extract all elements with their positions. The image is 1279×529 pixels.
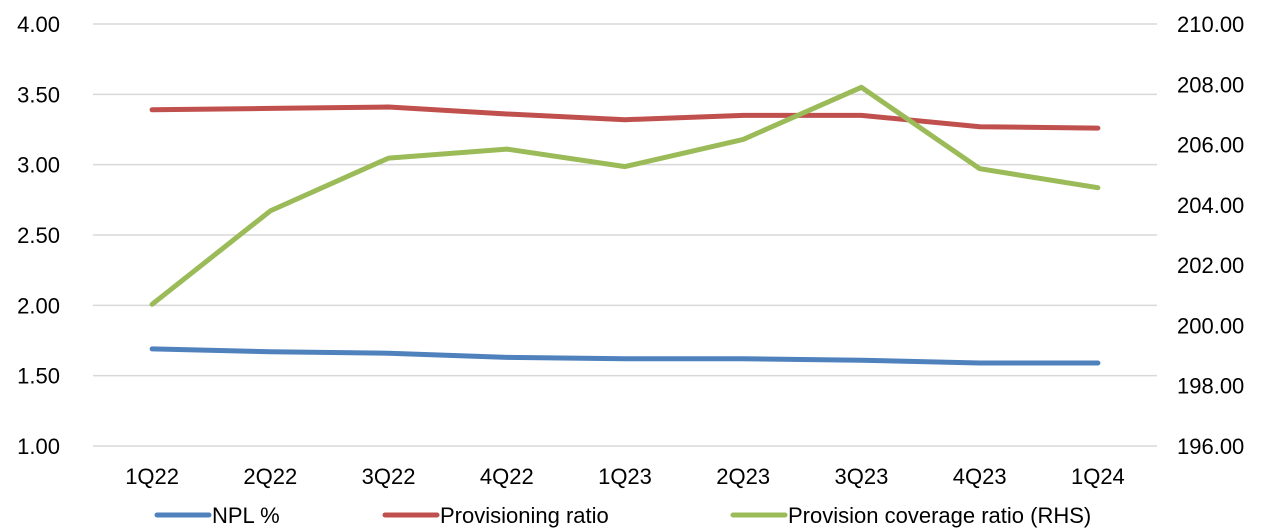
series-line-npl	[149, 346, 1101, 366]
right-tick-label: 202.00	[1177, 253, 1244, 278]
right-tick-label: 206.00	[1177, 133, 1244, 158]
x-tick-label: 1Q24	[1071, 464, 1125, 489]
legend-label-npl: NPL %	[212, 503, 280, 528]
legend-label-provisioning-ratio: Provisioning ratio	[440, 503, 609, 528]
x-tick-label: 3Q23	[835, 464, 889, 489]
right-tick-label: 198.00	[1177, 374, 1244, 399]
x-axis: 1Q22 2Q22 3Q22 4Q22 1Q23 2Q23 3Q23 4Q23 1Q24	[125, 464, 1125, 489]
right-axis: 210.00 208.00 206.00 204.00 202.00 200.00 198.…	[1177, 12, 1244, 459]
left-tick-label: 4.00	[17, 12, 60, 37]
left-tick-label: 2.50	[17, 223, 60, 248]
series-line-provisioning-ratio	[149, 104, 1101, 131]
series-line-provision-coverage-ratio-rhs	[149, 84, 1101, 307]
right-tick-label: 200.00	[1177, 313, 1244, 338]
left-tick-label: 3.00	[17, 153, 60, 178]
left-axis: 4.00 3.50 3.00 2.50 2.00 1.50 1.00	[17, 12, 60, 459]
legend-label-provision-coverage-ratio-rhs: Provision coverage ratio (RHS)	[788, 503, 1091, 528]
left-tick-label: 2.00	[17, 293, 60, 318]
x-tick-label: 4Q23	[953, 464, 1007, 489]
x-tick-label: 2Q23	[716, 464, 770, 489]
left-tick-label: 1.00	[17, 434, 60, 459]
legend: NPL % Provisioning ratio Provision coverag…	[154, 503, 1091, 528]
right-tick-label: 208.00	[1177, 72, 1244, 97]
series-lines	[149, 84, 1101, 366]
x-tick-label: 4Q22	[480, 464, 534, 489]
x-tick-label: 3Q22	[362, 464, 416, 489]
right-tick-label: 196.00	[1177, 434, 1244, 459]
x-tick-label: 2Q22	[243, 464, 297, 489]
right-tick-label: 204.00	[1177, 193, 1244, 218]
left-tick-label: 1.50	[17, 364, 60, 389]
right-tick-label: 210.00	[1177, 12, 1244, 37]
gridlines	[93, 23, 1157, 447]
x-tick-label: 1Q22	[125, 464, 179, 489]
x-tick-label: 1Q23	[598, 464, 652, 489]
left-tick-label: 3.50	[17, 82, 60, 107]
